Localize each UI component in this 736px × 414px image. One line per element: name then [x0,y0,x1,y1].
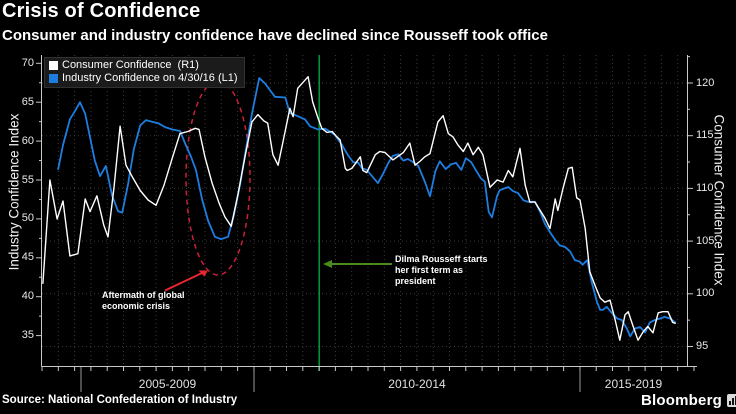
crisis-annotation-line: economic crisis [102,301,171,311]
bloomberg-brand: Bloomberg [641,392,736,409]
right-axis-title: Consumer Confidence Index [711,114,727,286]
crisis-annotation-line: Aftermath of global [102,290,185,300]
right-axis-tick-label: 100 [696,287,715,300]
industry-confidence-line [57,77,677,338]
left-axis-tick-label: 40 [21,290,34,303]
industry-series-swatch [49,74,58,83]
x-axis-section-label: 2010-2014 [388,377,446,391]
left-axis-tick-label: 45 [21,251,34,264]
left-axis-tick-label: 35 [21,329,34,342]
left-axis-tick-label: 60 [21,134,34,147]
x-axis-section-label: 2005-2009 [138,377,197,391]
rousseff-arrowhead [323,260,332,268]
legend-item-industry: Industry Confidence on 4/30/16 (L1) [49,72,238,85]
legend-item-label: Consumer Confidence (R1) [62,59,199,71]
crisis-arrowhead [198,270,208,277]
left-axis-tick-label: 70 [21,56,34,69]
right-axis-tick-label: 115 [696,129,714,142]
right-axis-tick-label: 105 [696,234,715,247]
legend-item-label: Industry Confidence on 4/30/16 (L1) [62,72,238,84]
bloomberg-chart-icon [726,394,736,407]
right-axis-tick-label: 95 [696,340,709,352]
chart-title: Crisis of Confidence [2,0,201,22]
bloomberg-wordmark: Bloomberg [641,392,722,409]
legend: Consumer Confidence (R1) Industry Confid… [44,57,245,88]
left-axis-tick-label: 65 [21,95,34,108]
rousseff-annotation-line: her first term as [395,265,464,275]
source-text: Source: National Confederation of Indust… [2,394,238,406]
right-axis-tick-label: 110 [696,181,714,194]
rousseff-annotation: Dilma Rousseff starts her first term as … [395,254,488,287]
chart-subtitle: Consumer and industry confidence have de… [2,27,548,44]
consumer-confidence-line [42,75,676,341]
left-axis-tick-label: 50 [21,212,34,225]
crisis-annotation: Aftermath of global economic crisis [102,290,185,312]
consumer-series-swatch [49,61,58,70]
crisis-ellipse [185,80,251,276]
rousseff-annotation-line: president [395,276,436,286]
left-axis-tick-label: 55 [21,173,34,186]
right-axis-tick-label: 120 [696,76,715,89]
legend-item-consumer: Consumer Confidence (R1) [49,59,238,72]
crisis-arrow [164,272,203,292]
x-axis-section-label: 2015-2019 [604,377,663,391]
rousseff-annotation-line: Dilma Rousseff starts [395,254,488,264]
